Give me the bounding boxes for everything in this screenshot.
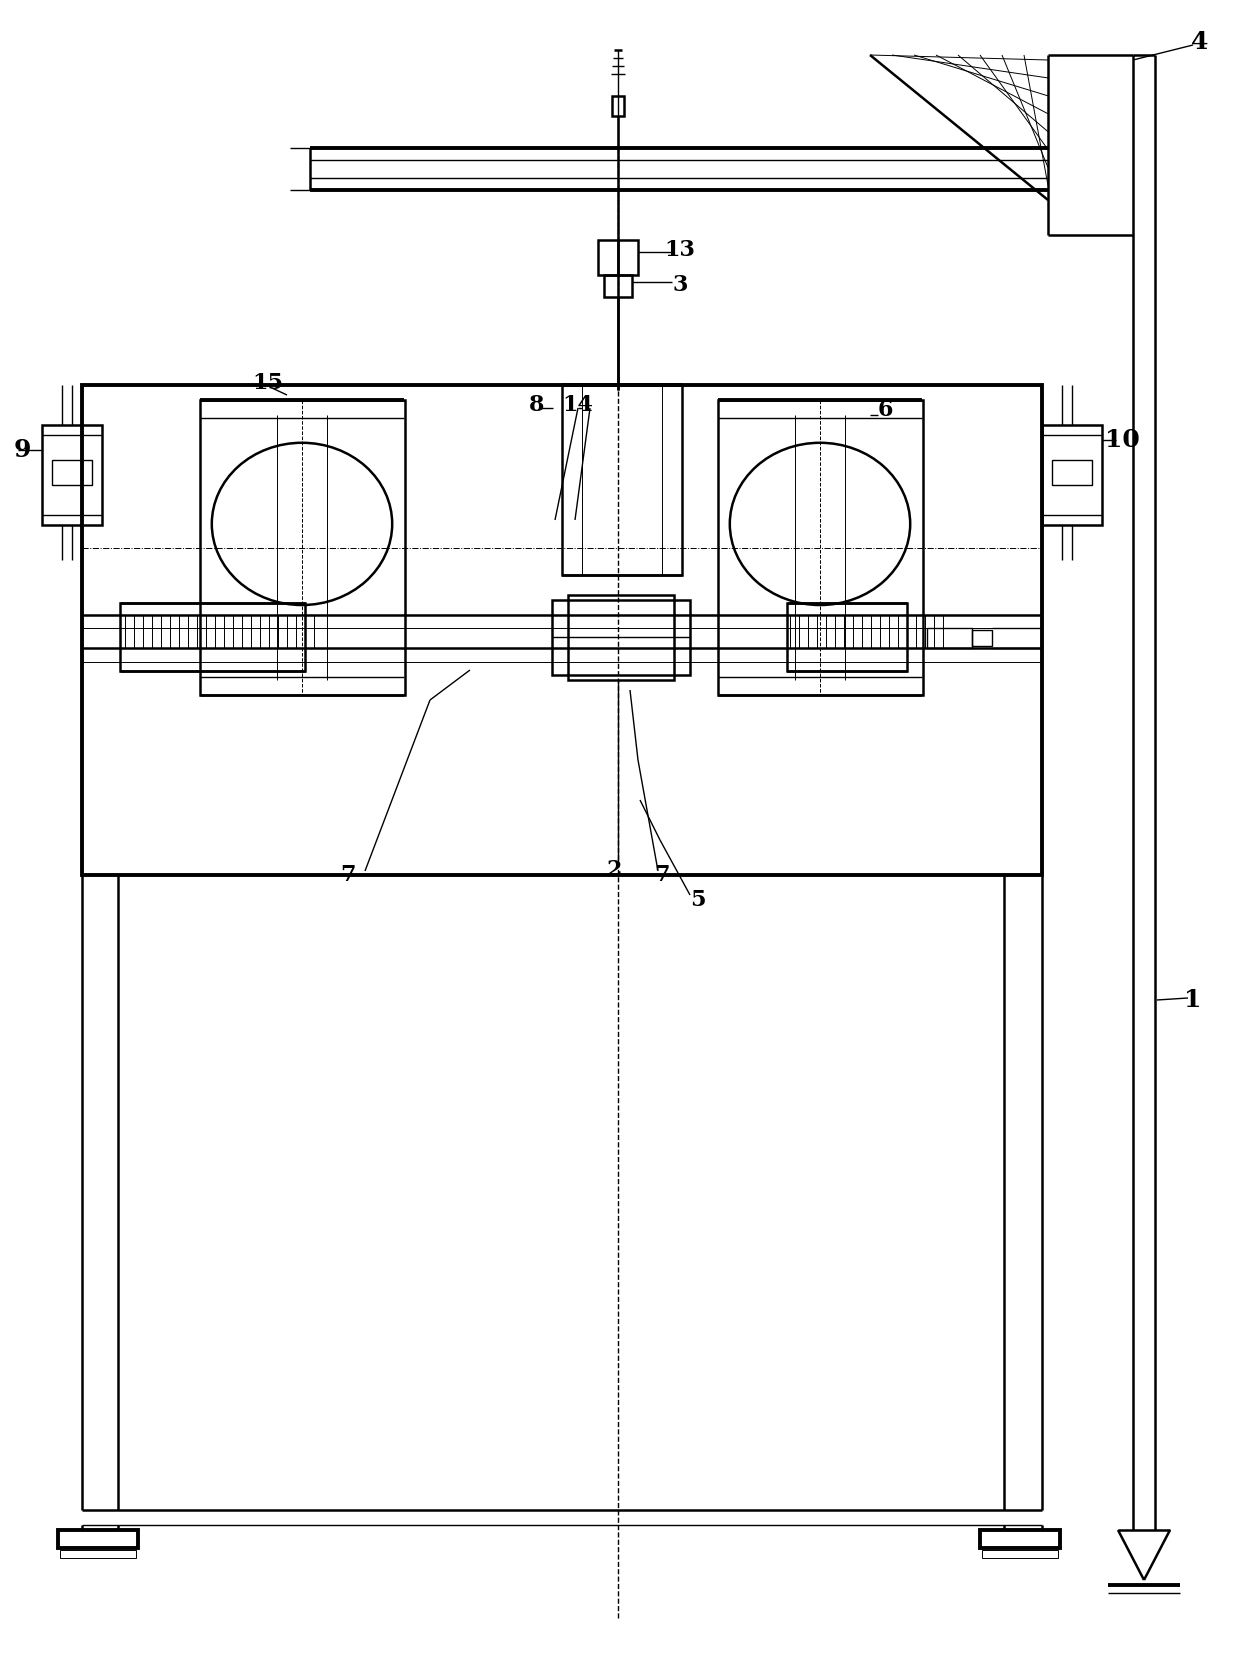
Text: 9: 9 — [14, 438, 31, 461]
Bar — [568, 595, 675, 680]
Bar — [980, 1530, 1060, 1548]
Bar — [120, 604, 305, 672]
Bar — [200, 400, 405, 695]
Bar — [787, 604, 906, 672]
Bar — [982, 1550, 1058, 1558]
Text: 10: 10 — [1105, 428, 1140, 452]
Bar — [82, 385, 1042, 875]
Bar — [52, 460, 92, 485]
Text: 7: 7 — [655, 863, 670, 887]
Bar — [552, 600, 689, 675]
Bar — [718, 400, 923, 695]
Bar — [42, 425, 102, 524]
Bar — [60, 1550, 136, 1558]
Text: 14: 14 — [563, 394, 594, 417]
Text: 7: 7 — [340, 863, 356, 887]
Text: 15: 15 — [253, 372, 284, 394]
Text: 2: 2 — [606, 858, 621, 882]
Text: 13: 13 — [665, 238, 696, 261]
Bar — [58, 1530, 138, 1548]
Bar — [1042, 425, 1102, 524]
Bar — [613, 96, 624, 116]
Bar — [604, 275, 632, 298]
Text: 4: 4 — [1192, 30, 1209, 55]
Bar — [562, 385, 682, 576]
Text: 3: 3 — [672, 275, 688, 296]
Bar — [1052, 460, 1092, 485]
Bar — [598, 240, 639, 275]
Text: 5: 5 — [691, 888, 706, 911]
Bar — [928, 629, 972, 648]
Text: 1: 1 — [1184, 987, 1202, 1012]
Text: 6: 6 — [877, 399, 893, 422]
Text: 8: 8 — [529, 394, 544, 417]
Bar — [972, 630, 992, 647]
